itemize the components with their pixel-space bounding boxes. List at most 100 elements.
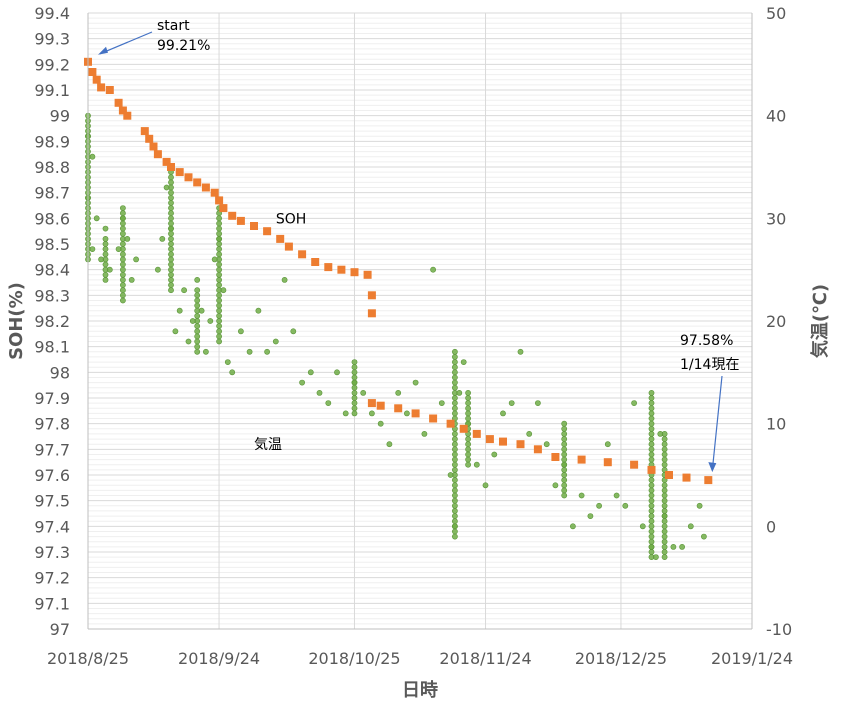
temperature-point (679, 544, 685, 550)
temperature-point (120, 271, 126, 278)
temperature-point (648, 497, 655, 504)
temperature-point (465, 410, 471, 417)
temperature-point (194, 333, 201, 340)
temperature-point (98, 256, 104, 263)
temperature-point (648, 441, 655, 448)
temperature-point (216, 302, 222, 309)
temperature-point (120, 266, 126, 273)
temperature-point (168, 215, 174, 222)
temperature-point (517, 348, 524, 355)
temperature-point (661, 461, 668, 468)
temperature-point (342, 410, 349, 417)
temperature-point (451, 400, 458, 406)
temperature-point (648, 492, 655, 499)
y-left-tick-label: 99.1 (34, 81, 70, 100)
temperature-point (168, 210, 174, 217)
temperature-point (351, 389, 358, 396)
end-arrow-line (711, 375, 723, 471)
temperature-point (89, 246, 96, 252)
soh-point (92, 75, 101, 84)
soh-point (149, 142, 158, 151)
temperature-point (377, 420, 384, 427)
temperature-point (216, 282, 222, 288)
y-left-tick-label: 98.5 (34, 235, 70, 254)
temperature-point (561, 425, 568, 432)
temperature-point (216, 338, 222, 345)
temperature-point (194, 292, 201, 299)
temperature-point (133, 256, 139, 263)
temperature-point (168, 287, 174, 294)
temperature-point (224, 359, 231, 365)
y-left-tick-label: 98.6 (34, 209, 70, 228)
temperature-point (299, 379, 305, 386)
temperature-point (451, 518, 458, 525)
temperature-point (168, 235, 174, 242)
temperature-point (194, 312, 201, 319)
temperature-point (281, 276, 288, 283)
y-left-tick-label: 98.4 (34, 261, 70, 280)
y-left-tick-label: 97.8 (34, 415, 70, 434)
temperature-point (351, 359, 358, 365)
temperature-point (596, 502, 602, 509)
y-right-tick-label: 10 (766, 415, 786, 434)
temperature-point (451, 533, 458, 540)
temperature-point (648, 533, 655, 540)
temperature-point (661, 533, 668, 540)
temperature-point (552, 482, 559, 489)
temperature-point (168, 271, 174, 278)
temperature-point (561, 441, 568, 448)
temperature-point (661, 554, 668, 560)
temperature-point (216, 276, 222, 283)
start-annotation-value: 99.21% (157, 38, 210, 54)
temperature-point (653, 554, 659, 560)
y-left-tick-label: 98.9 (34, 132, 70, 151)
temperature-point (451, 348, 458, 355)
temperature-point (661, 538, 668, 545)
temperature-point (216, 230, 222, 237)
temperature-point (604, 441, 611, 448)
temperature-point (185, 338, 192, 345)
temperature-point (648, 410, 655, 417)
temperature-point (351, 379, 358, 386)
temperature-point (465, 389, 471, 396)
temperature-point (194, 287, 201, 294)
temperature-point (189, 318, 196, 324)
temperature-point (351, 410, 358, 417)
temperature-point (102, 235, 109, 242)
temperature-point (447, 472, 454, 478)
temperature-point (648, 528, 655, 535)
temperature-point (465, 461, 471, 468)
y-left-tick-label: 99.3 (34, 30, 70, 49)
soh-point (551, 453, 560, 461)
temperature-point (120, 292, 126, 299)
temperature-point (526, 430, 533, 437)
temperature-point (451, 384, 458, 391)
y-left-tick-label: 97.5 (34, 492, 70, 511)
temperature-point (216, 323, 222, 329)
soh-point (97, 83, 106, 92)
temperature-point (216, 261, 222, 268)
soh-point (363, 270, 372, 279)
temperature-point (648, 518, 655, 525)
temperature-point (622, 502, 629, 509)
temperature-point (451, 353, 458, 360)
temperature-point (465, 441, 471, 448)
soh-point (367, 309, 376, 318)
y-right-tick-label: -10 (766, 620, 792, 639)
temperature-point (687, 523, 694, 530)
temperature-point (661, 456, 668, 463)
temperature-point (216, 225, 222, 232)
temperature-point (587, 513, 594, 519)
y-left-tick-label: 97.3 (34, 543, 70, 562)
temperature-point (290, 328, 297, 335)
temperature-point (451, 395, 458, 401)
temperature-point (120, 297, 126, 304)
temperature-point (216, 241, 222, 247)
temperature-point (648, 538, 655, 545)
temperature-point (451, 441, 458, 448)
temperature-point (168, 225, 174, 232)
temperature-point (194, 323, 201, 329)
temperature-point (561, 482, 568, 489)
